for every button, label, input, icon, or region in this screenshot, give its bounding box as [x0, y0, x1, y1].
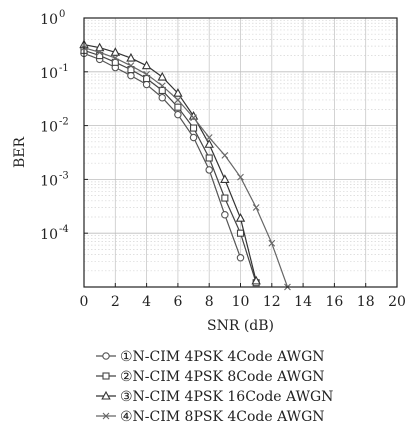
data-point: [205, 154, 213, 162]
data-point: [127, 66, 135, 74]
x-axis-label: SNR (dB): [207, 318, 274, 334]
data-point: [221, 151, 229, 159]
data-point: [190, 124, 198, 132]
x-tick-label: 14: [294, 294, 312, 310]
legend-item-4: ④N-CIM 8PSK 4Code AWGN: [96, 409, 325, 425]
legend-marker: [102, 352, 110, 360]
y-tick-base: 10: [40, 12, 58, 28]
x-tick-label: 2: [111, 294, 120, 310]
data-point: [111, 58, 119, 66]
data-point: [237, 173, 244, 181]
data-point: [252, 204, 260, 211]
data-point: [174, 103, 182, 111]
data-point: [143, 70, 150, 78]
series-line: [84, 47, 289, 287]
x-tick-label: 16: [325, 294, 343, 310]
legend-item-1: ①N-CIM 4PSK 4Code AWGN: [96, 349, 325, 365]
y-tick-base: 10: [40, 66, 58, 82]
y-tick-exponent: -4: [59, 224, 69, 235]
y-tick-exponent: 0: [59, 9, 65, 20]
legend-item-2: ②N-CIM 4PSK 8Code AWGN: [96, 369, 325, 385]
data-point: [173, 88, 183, 97]
data-point: [220, 174, 230, 183]
series-layer: [79, 39, 291, 291]
y-tick-exponent: -3: [59, 170, 69, 181]
x-tick-label: 12: [263, 294, 281, 310]
y-axis-label: BER: [12, 137, 28, 169]
legend-marker: [101, 390, 111, 400]
x-tick-label: 20: [388, 294, 405, 310]
data-point: [127, 71, 135, 80]
legend-marker: [102, 412, 110, 420]
data-point: [205, 166, 213, 174]
data-point: [236, 253, 245, 262]
y-tick-base: 10: [40, 227, 58, 243]
legend-label: ④N-CIM 8PSK 4Code AWGN: [120, 409, 325, 425]
data-point: [158, 82, 166, 90]
legend-label: ①N-CIM 4PSK 4Code AWGN: [120, 349, 325, 365]
x-tick-label: 10: [232, 294, 250, 310]
data-point: [94, 42, 105, 52]
data-point: [142, 80, 151, 89]
data-point: [268, 239, 276, 247]
x-tick-label: 8: [205, 294, 214, 310]
legend-marker: [102, 372, 110, 380]
y-tick-label: 10 -4: [40, 224, 69, 243]
data-point: [158, 93, 167, 102]
series-line: [84, 44, 257, 282]
series-3-markers: [79, 39, 261, 285]
series-1-markers: [80, 49, 245, 262]
legend-label: ②N-CIM 4PSK 8Code AWGN: [120, 369, 325, 385]
x-tick-label: 18: [357, 294, 375, 310]
y-tick-label: 10 -1: [40, 63, 69, 82]
series-4: [84, 47, 289, 287]
data-point: [189, 133, 198, 142]
data-point: [190, 114, 197, 122]
y-tick-base: 10: [40, 120, 58, 136]
data-point: [221, 211, 229, 219]
data-point: [96, 48, 104, 56]
x-tick-label: 4: [142, 294, 151, 310]
data-point: [204, 139, 214, 148]
legend: ①N-CIM 4PSK 4Code AWGN ②N-CIM 4PSK 8Code …: [96, 349, 333, 425]
data-point: [221, 194, 229, 202]
data-point: [236, 229, 245, 237]
series-4-markers: [80, 44, 291, 291]
y-tick-label: 10 -3: [40, 170, 69, 189]
data-point: [126, 52, 136, 62]
y-tick-exponent: -1: [59, 63, 69, 74]
data-point: [158, 86, 166, 95]
x-tick-label: 6: [173, 294, 182, 310]
legend-item-3: ③N-CIM 4PSK 16Code AWGN: [96, 389, 333, 405]
data-point: [174, 96, 182, 104]
data-point: [141, 60, 152, 70]
data-point: [110, 47, 121, 56]
data-point: [251, 275, 261, 285]
y-tick-label: 10 0: [40, 9, 65, 28]
legend-label: ③N-CIM 4PSK 16Code AWGN: [120, 389, 333, 405]
data-point: [127, 62, 135, 70]
y-tick-exponent: -2: [59, 117, 69, 128]
data-point: [111, 54, 119, 62]
y-tick-label: 10 -2: [40, 117, 69, 136]
series-3: [84, 44, 257, 282]
x-tick-label: 0: [80, 294, 89, 310]
data-point: [157, 71, 167, 81]
data-point: [143, 74, 151, 83]
data-point: [174, 110, 182, 119]
y-tick-base: 10: [40, 173, 58, 189]
data-point: [235, 213, 246, 222]
data-point: [205, 134, 213, 141]
